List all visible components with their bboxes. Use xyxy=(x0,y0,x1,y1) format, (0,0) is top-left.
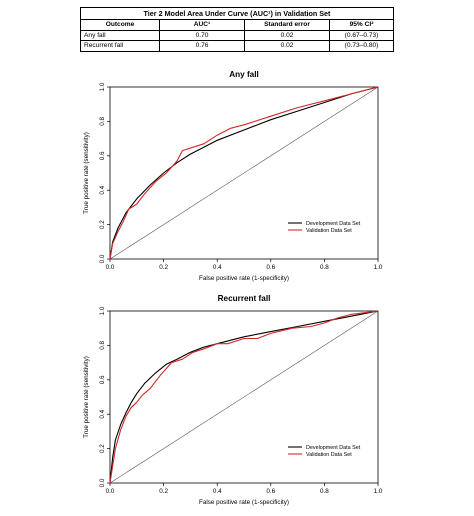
reference-diagonal-line xyxy=(109,86,379,260)
x-tick-label: 0.6 xyxy=(266,264,275,271)
series-line-development xyxy=(109,86,379,260)
y-tick-label: 1.0 xyxy=(99,82,106,91)
x-tick-label: 0.4 xyxy=(213,488,222,495)
x-tick-label: 1.0 xyxy=(374,488,383,495)
y-axis-label: True positive rate (sensitivity) xyxy=(83,356,90,438)
table-caption: Tier 2 Model Area Under Curve (AUC¹) in … xyxy=(80,7,394,20)
y-tick-label: 0.4 xyxy=(99,409,106,418)
x-tick-label: 0.2 xyxy=(159,264,168,271)
plot-frame xyxy=(109,86,379,260)
series-line-validation xyxy=(109,86,379,260)
series-line-development xyxy=(109,310,379,484)
table-row: Any fall 0.70 0.02 (0.67–0.73) xyxy=(80,29,394,41)
x-tick-label: 0.8 xyxy=(320,264,329,271)
x-tick-label: 0.2 xyxy=(159,488,168,495)
cell-ci: (0.73–0.80) xyxy=(329,40,394,52)
legend-label: Development Data Set xyxy=(306,445,361,451)
legend-label: Development Data Set xyxy=(306,221,361,227)
roc-chart-1: Any fall 0.0 0.2 0.4 0.6 0.8 1.0 0.0 0.2 0.4 0.6 0.… xyxy=(83,70,383,282)
y-tick-label: 0.4 xyxy=(99,185,106,194)
x-tick-label: 0.0 xyxy=(106,264,115,271)
roc-chart-2: Recurrent fall 0.0 0.2 0.4 0.6 0.8 1.0 0.0 0.2 0.… xyxy=(83,294,383,506)
y-tick-label: 0.6 xyxy=(99,375,106,384)
x-tick-label: 1.0 xyxy=(374,264,383,271)
y-tick-label: 0.2 xyxy=(99,220,106,229)
auc-table: Tier 2 Model Area Under Curve (AUC¹) in … xyxy=(80,7,394,52)
table-caption-row: Tier 2 Model Area Under Curve (AUC¹) in … xyxy=(80,7,394,20)
y-tick-label: 1.0 xyxy=(99,306,106,315)
x-tick-label: 0.8 xyxy=(320,488,329,495)
y-tick-label: 0.0 xyxy=(99,478,106,487)
x-tick-label: 0.0 xyxy=(106,488,115,495)
y-tick-label: 0.8 xyxy=(99,117,106,126)
table-row: Recurrent fall 0.76 0.02 (0.73–0.80) xyxy=(80,40,394,52)
reference-diagonal-line xyxy=(109,310,379,484)
y-tick-label: 0.6 xyxy=(99,151,106,160)
y-axis-label: True positive rate (sensitivity) xyxy=(83,132,90,214)
y-tick-label: 0.2 xyxy=(99,444,106,453)
x-tick-label: 0.6 xyxy=(266,488,275,495)
plot-frame xyxy=(109,310,379,484)
legend-label: Validation Data Set xyxy=(306,228,352,234)
chart-title: Any fall xyxy=(229,70,259,79)
chart-title: Recurrent fall xyxy=(218,294,271,303)
x-axis-label: False positive rate (1-specificity) xyxy=(199,275,289,282)
y-tick-label: 0.8 xyxy=(99,341,106,350)
series-line-validation xyxy=(109,310,379,484)
y-tick-label: 0.0 xyxy=(99,254,106,263)
legend-label: Validation Data Set xyxy=(306,452,352,458)
x-axis-label: False positive rate (1-specificity) xyxy=(199,499,289,506)
x-tick-label: 0.4 xyxy=(213,264,222,271)
